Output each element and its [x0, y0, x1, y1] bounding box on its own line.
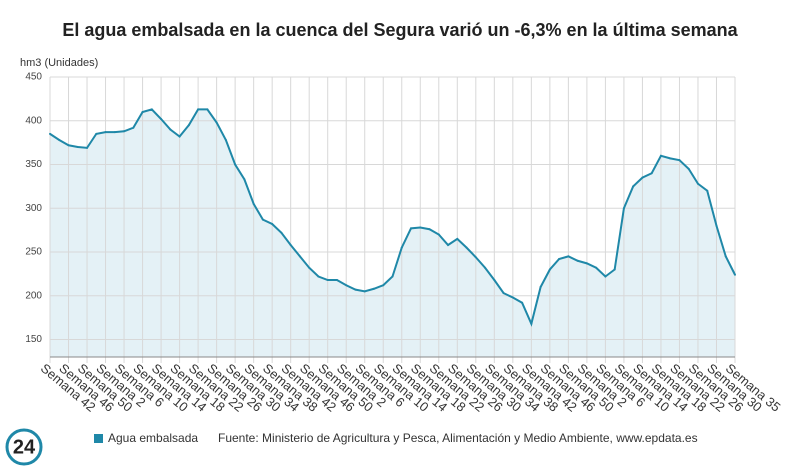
point — [123, 130, 126, 133]
point — [687, 167, 690, 170]
point — [289, 244, 292, 246]
point — [326, 279, 329, 281]
point — [734, 273, 736, 276]
point — [595, 266, 598, 269]
point — [345, 284, 348, 287]
point — [317, 275, 320, 278]
point — [234, 163, 237, 166]
point — [363, 290, 366, 293]
point — [261, 218, 264, 221]
point — [502, 292, 505, 295]
point — [641, 176, 644, 179]
point — [308, 266, 311, 269]
point — [372, 287, 375, 290]
point — [567, 255, 570, 258]
y-tick-label: 150 — [25, 334, 42, 345]
point — [493, 279, 496, 281]
point — [298, 255, 301, 258]
point — [511, 296, 514, 299]
logo-ring — [5, 428, 43, 466]
y-tick-label: 300 — [25, 203, 42, 214]
point — [271, 223, 274, 225]
point — [539, 286, 542, 288]
point — [622, 207, 625, 210]
point — [243, 178, 246, 181]
point — [548, 268, 551, 271]
point — [215, 121, 218, 124]
point — [169, 128, 172, 131]
point — [530, 322, 533, 325]
point — [696, 182, 699, 185]
point — [132, 126, 135, 129]
point — [206, 108, 209, 111]
point — [521, 301, 524, 304]
point — [715, 224, 718, 227]
point — [558, 258, 561, 260]
source: Fuente: Ministerio de Agricultura y Pesc… — [218, 431, 698, 445]
point — [632, 185, 635, 188]
point — [187, 124, 190, 127]
point — [456, 237, 459, 240]
legend-swatch — [94, 434, 103, 443]
point — [391, 275, 394, 278]
point — [252, 202, 255, 205]
point — [428, 228, 431, 231]
point — [659, 154, 662, 157]
point — [437, 233, 440, 236]
point — [113, 131, 116, 134]
logo: 24 — [5, 428, 43, 466]
point — [104, 131, 107, 134]
point — [419, 226, 422, 229]
point — [382, 284, 385, 287]
y-tick-label: 400 — [25, 115, 42, 126]
y-tick-label: 250 — [25, 247, 42, 258]
point — [465, 246, 468, 249]
point — [678, 159, 681, 162]
point — [400, 246, 403, 249]
y-tick-label: 450 — [25, 72, 42, 83]
area-fill — [50, 109, 735, 357]
point — [95, 132, 98, 135]
point — [224, 139, 227, 141]
point — [197, 108, 200, 111]
point — [576, 259, 579, 262]
point — [49, 132, 51, 135]
y-tick-label: 350 — [25, 159, 42, 170]
y-axis-label: hm3 (Unidades) — [20, 57, 98, 69]
point — [724, 255, 727, 258]
chart-title: El agua embalsada en la cuenca del Segur… — [62, 20, 738, 40]
legend-label: Agua embalsada — [108, 431, 198, 445]
point — [604, 275, 607, 278]
point — [585, 262, 588, 265]
point — [474, 256, 477, 259]
point — [484, 266, 487, 269]
point — [447, 244, 450, 246]
point — [141, 111, 144, 113]
point — [335, 279, 338, 281]
point — [76, 146, 79, 148]
point — [613, 268, 616, 271]
point — [280, 231, 283, 234]
point — [410, 227, 413, 230]
point — [650, 172, 653, 175]
point — [150, 108, 153, 111]
point — [354, 288, 357, 291]
point — [67, 144, 70, 147]
point — [160, 118, 163, 120]
point — [58, 139, 61, 141]
logo-text: 24 — [13, 436, 36, 458]
point — [706, 189, 709, 192]
point — [178, 135, 181, 138]
point — [86, 146, 89, 149]
point — [669, 157, 672, 160]
y-tick-label: 200 — [25, 290, 42, 301]
